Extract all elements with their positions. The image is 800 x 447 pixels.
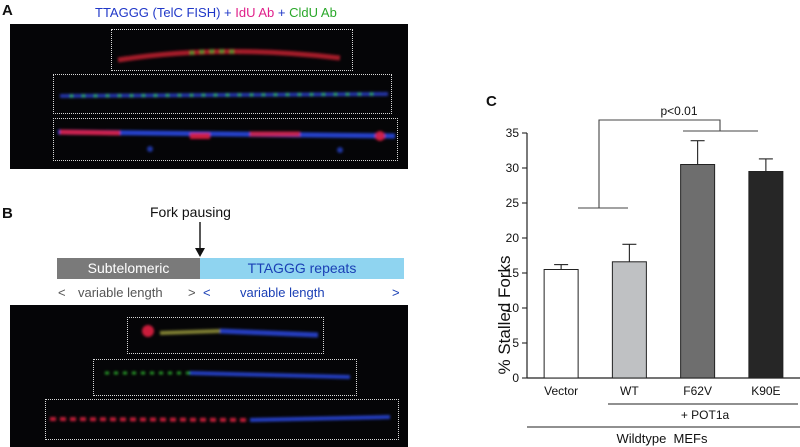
fiber-box-b1 <box>127 317 324 354</box>
significance-label: p<0.01 <box>660 104 697 118</box>
subtelomeric-segment: Subtelomeric <box>57 258 200 279</box>
significance-bracket-left <box>578 119 721 209</box>
right-length-close: > <box>392 285 400 300</box>
bar-k90e <box>748 171 784 379</box>
right-length-open: < <box>203 285 211 300</box>
y-axis-label: % Stalled Forks <box>495 255 514 374</box>
fork-pausing-label: Fork pausing <box>150 204 231 220</box>
bar-wt <box>611 261 647 379</box>
y-tick-label: 5 <box>512 336 519 350</box>
legend-telc-fish: TTAGGG (TelC FISH) <box>95 5 221 20</box>
fiber-box-b3 <box>45 399 399 440</box>
legend-plus-1: + <box>220 5 236 20</box>
stalled-forks-chart: % Stalled Forks 0 5 10 15 20 25 30 35 Vector WT F… <box>495 104 800 446</box>
legend-plus-2: + <box>274 5 290 20</box>
panel-a-letter: A <box>2 2 13 19</box>
y-tick-label: 15 <box>506 266 520 280</box>
right-length-label: variable length <box>240 285 325 300</box>
fiber-box-a1 <box>111 29 353 71</box>
fork-pausing-arrow <box>195 222 205 257</box>
x-tick-label-k90e: K90E <box>751 384 780 398</box>
fiber-box-b2 <box>93 359 357 396</box>
legend-idu-ab: IdU Ab <box>235 5 275 20</box>
left-length-label: variable length <box>78 285 163 300</box>
panel-a-fibers <box>57 48 396 153</box>
ttaggg-repeats-segment: TTAGGG repeats <box>200 258 404 279</box>
left-length-open: < <box>58 285 66 300</box>
panel-c-letter: C <box>486 93 497 110</box>
bar-vector <box>543 269 579 379</box>
x-tick-label-wt: WT <box>620 384 639 398</box>
pot1a-group-label: + POT1a <box>681 408 730 422</box>
mefs-group-label: Wildtype MEFs <box>616 431 708 446</box>
panel-a-micrograph <box>10 24 408 169</box>
panel-a-legend: TTAGGG (TelC FISH) + IdU Ab + CldU Ab <box>95 5 337 20</box>
panel-b-micrograph <box>10 305 408 447</box>
panel-b-letter: B <box>2 205 13 222</box>
panel-b-fibers <box>49 325 391 422</box>
fiber-box-a3 <box>53 118 398 161</box>
y-tick-label: 30 <box>506 161 520 175</box>
y-tick-label: 25 <box>506 196 520 210</box>
left-length-close: > <box>188 285 196 300</box>
bar-f62v <box>680 164 716 379</box>
y-tick-label: 0 <box>512 371 519 385</box>
y-tick-label: 10 <box>506 301 520 315</box>
x-tick-label-vector: Vector <box>544 384 578 398</box>
y-tick-label: 20 <box>506 231 520 245</box>
fiber-box-a2 <box>53 74 392 114</box>
legend-cldu-ab: CldU Ab <box>289 5 337 20</box>
x-tick-label-f62v: F62V <box>683 384 712 398</box>
y-tick-label: 35 <box>506 126 520 140</box>
